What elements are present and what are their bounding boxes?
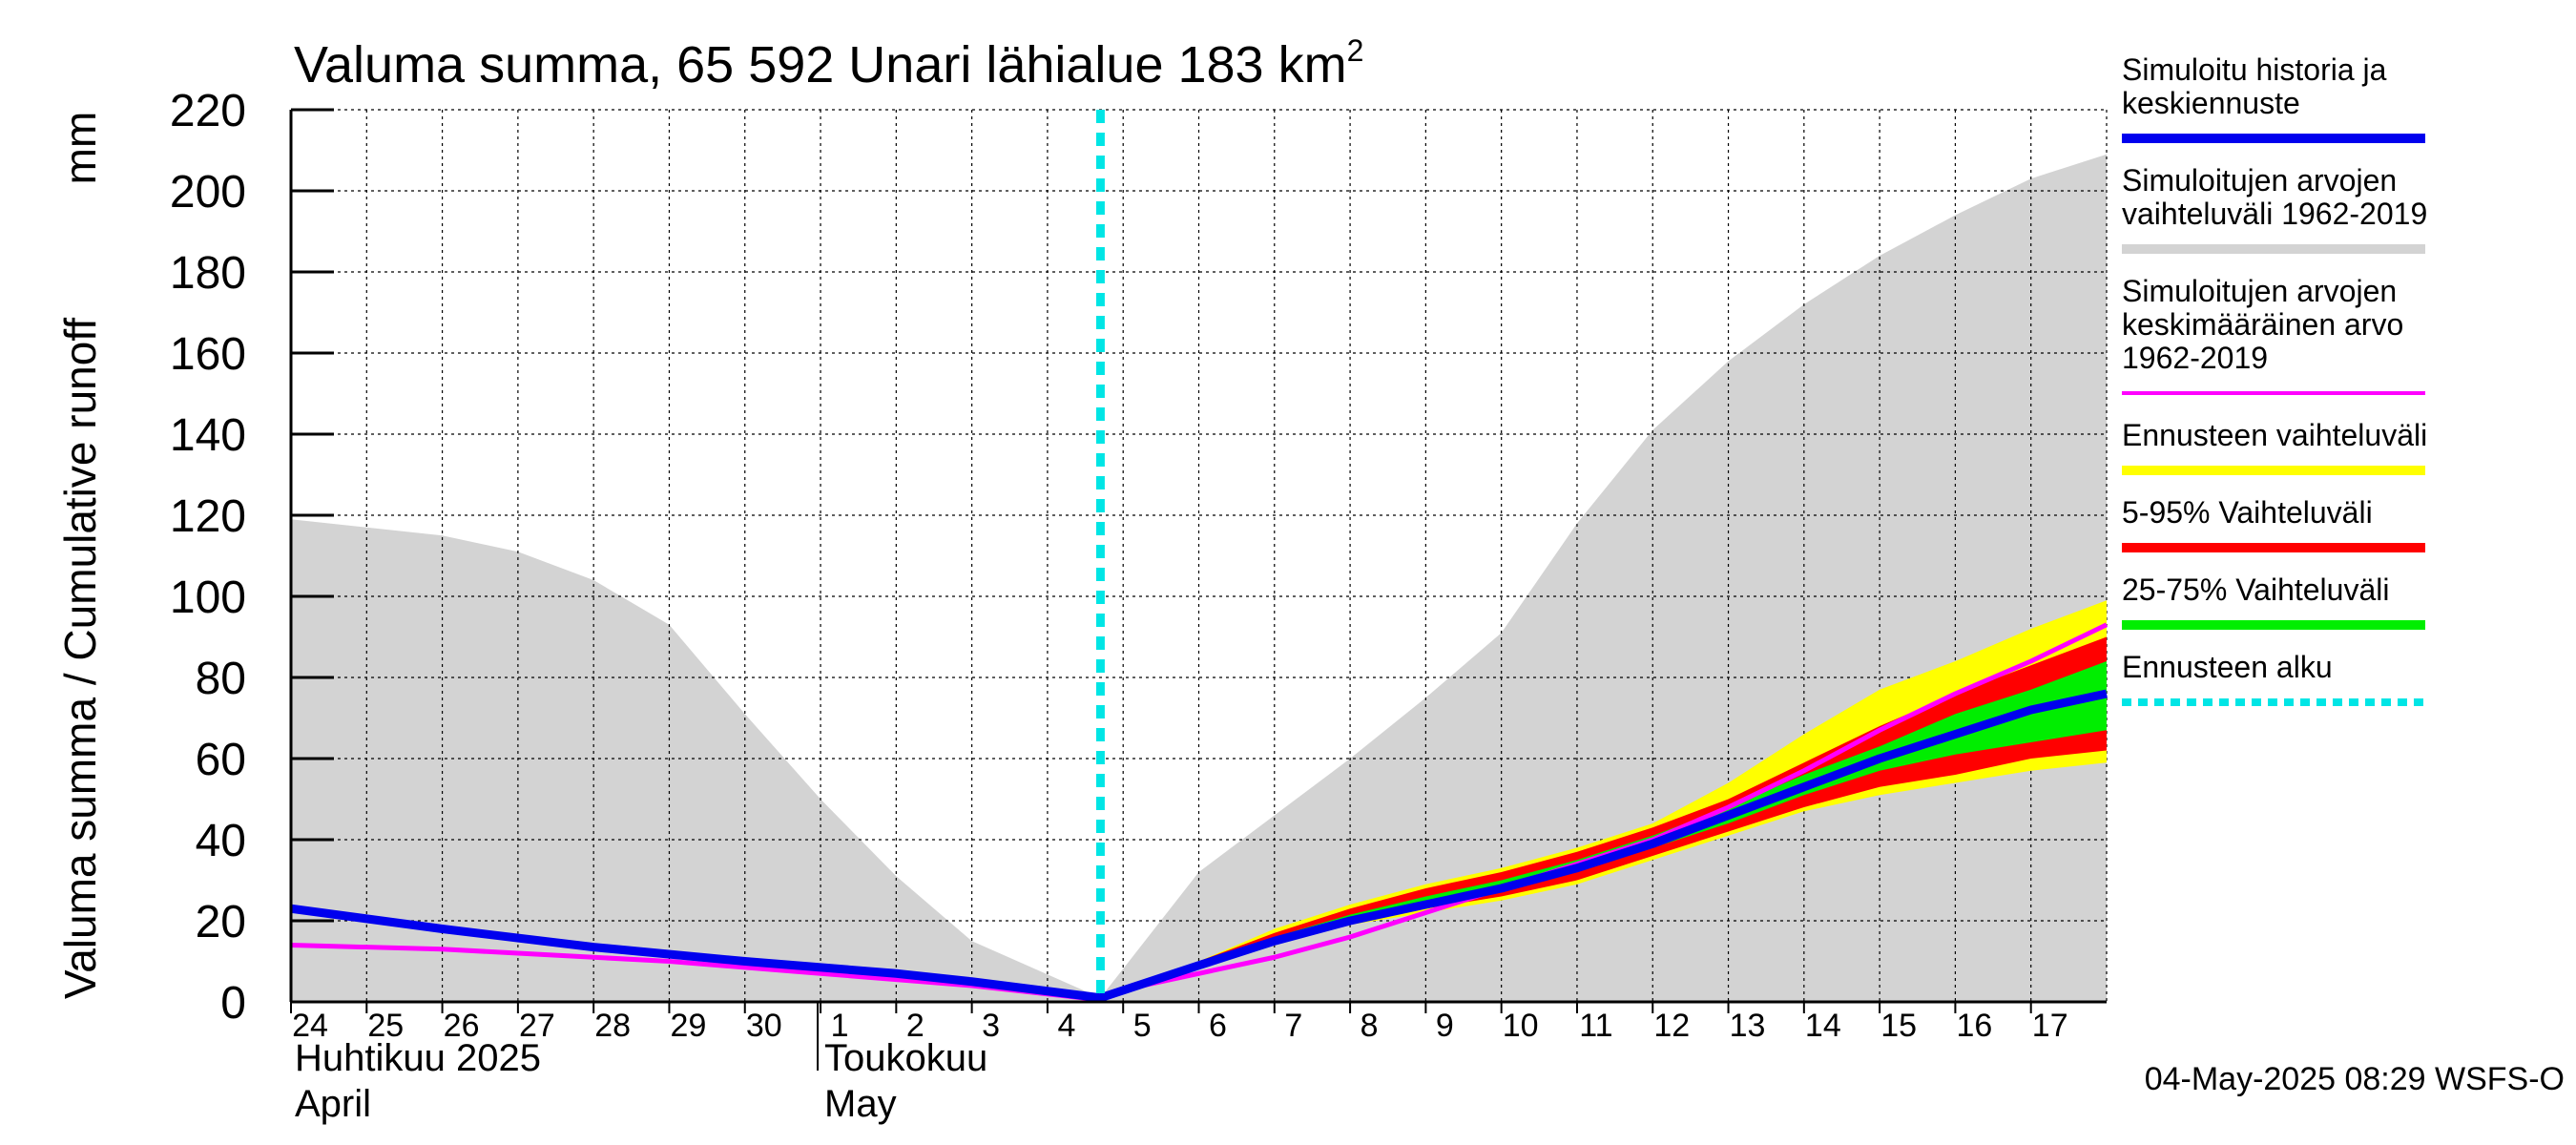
month-label-fi: Toukokuu [824, 1037, 987, 1079]
y-tick-label: 200 [170, 167, 246, 218]
x-tick-label: 9 [1436, 1008, 1454, 1044]
y-tick-label: 140 [170, 410, 246, 461]
x-tick-label: 24 [292, 1008, 328, 1044]
legend-label: 1962-2019 [2122, 341, 2268, 375]
x-tick-label: 6 [1209, 1008, 1227, 1044]
y-axis-unit: mm [55, 112, 105, 185]
legend-label: Simuloitujen arvojen [2122, 163, 2397, 198]
legend-label: Ennusteen vaihteluväli [2122, 418, 2427, 452]
simulated-median-line [290, 689, 2108, 1003]
band-5-95 [1100, 636, 2107, 1000]
y-tick-label: 20 [196, 897, 246, 947]
chart-title: Valuma summa, 65 592 Unari lähialue 183 … [294, 33, 1363, 94]
plot-area [290, 109, 2109, 1003]
x-tick-label: 5 [1133, 1008, 1152, 1044]
y-axis-label: Valuma summa / Cumulative runoff [55, 318, 105, 999]
y-tick-label: 160 [170, 329, 246, 380]
x-tick-label: 28 [594, 1008, 631, 1044]
x-tick-label: 11 [1579, 1008, 1612, 1044]
legend-label: keskimääräinen arvo [2122, 307, 2403, 342]
x-tick-label: 2 [906, 1008, 924, 1044]
x-tick-label: 4 [1057, 1008, 1075, 1044]
y-tick-label: 100 [170, 572, 246, 623]
legend-label: 25-75% Vaihteluväli [2122, 572, 2389, 607]
band-25-75 [1100, 661, 2107, 1000]
footer-timestamp: 04-May-2025 08:29 WSFS-O [2145, 1061, 2565, 1097]
x-tick-label: 17 [2032, 1008, 2068, 1044]
historical-mean-line [290, 622, 2109, 1003]
x-tick-label: 12 [1653, 1008, 1690, 1044]
x-tick-label: 1 [831, 1008, 849, 1044]
legend-label: Simuloitujen arvojen [2122, 274, 2397, 308]
x-tick-label: 13 [1730, 1008, 1766, 1044]
y-tick-label: 80 [196, 654, 246, 704]
legend-label: 5-95% Vaihteluväli [2122, 495, 2373, 530]
month-label-en: April [295, 1083, 371, 1125]
x-tick-label: 27 [519, 1008, 555, 1044]
y-tick-label: 60 [196, 735, 246, 785]
y-tick-label: 180 [170, 248, 246, 299]
x-tick-label: 3 [982, 1008, 1000, 1044]
x-tick-label: 10 [1503, 1008, 1539, 1044]
x-tick-label: 25 [367, 1008, 404, 1044]
x-tick-label: 29 [671, 1008, 707, 1044]
x-tick-label: 30 [746, 1008, 782, 1044]
y-tick-label: 120 [170, 491, 246, 542]
x-tick-label: 26 [444, 1008, 480, 1044]
x-tick-label: 16 [1957, 1008, 1993, 1044]
x-tick-label: 14 [1805, 1008, 1841, 1044]
historical-range-band [291, 154, 2107, 1002]
x-tick-label: 8 [1361, 1008, 1379, 1044]
legend-label: keskiennuste [2122, 86, 2300, 120]
x-tick-label: 15 [1880, 1008, 1917, 1044]
legend-label: Simuloitu historia ja [2122, 52, 2387, 87]
x-tick-label: 7 [1284, 1008, 1302, 1044]
y-tick-label: 0 [220, 978, 246, 1029]
legend-label: Ennusteen alku [2122, 650, 2333, 684]
y-tick-label: 220 [170, 86, 246, 136]
legend-label: vaihteluväli 1962-2019 [2122, 197, 2427, 231]
month-label-fi: Huhtikuu 2025 [295, 1037, 541, 1079]
month-label-en: May [824, 1083, 897, 1125]
y-tick-label: 40 [196, 816, 246, 866]
forecast-range-band [1100, 600, 2107, 1000]
